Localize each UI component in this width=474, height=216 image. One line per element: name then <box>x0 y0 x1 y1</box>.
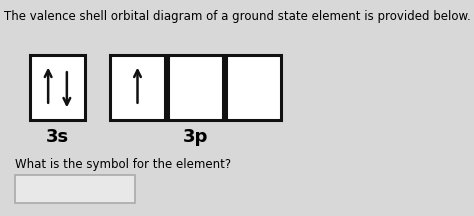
Bar <box>15 175 135 203</box>
Text: 3s: 3s <box>46 128 69 146</box>
Text: What is the symbol for the element?: What is the symbol for the element? <box>15 158 231 171</box>
Bar <box>30 55 85 120</box>
Bar <box>226 55 281 120</box>
Bar <box>168 55 223 120</box>
Bar <box>110 55 165 120</box>
Text: The valence shell orbital diagram of a ground state element is provided below.: The valence shell orbital diagram of a g… <box>4 10 470 23</box>
Text: 3p: 3p <box>183 128 209 146</box>
